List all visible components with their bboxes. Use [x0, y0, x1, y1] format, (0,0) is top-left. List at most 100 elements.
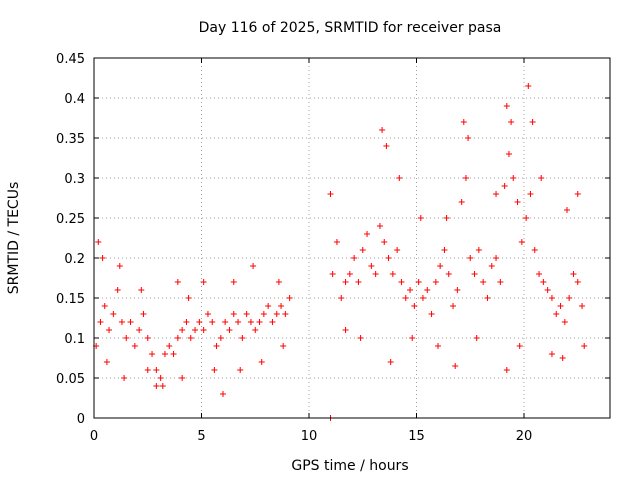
data-point: [153, 367, 160, 373]
data-point: [566, 295, 573, 301]
data-point: [503, 367, 510, 373]
data-point: [548, 351, 555, 357]
data-point: [538, 175, 545, 181]
data-point: [570, 271, 577, 277]
y-tick-label: 0: [77, 412, 85, 427]
data-point: [574, 279, 581, 285]
data-point: [286, 295, 293, 301]
data-point: [450, 303, 457, 309]
x-tick-label: 20: [516, 429, 533, 444]
data-point: [110, 311, 117, 317]
data-point: [544, 287, 551, 293]
data-point: [424, 287, 431, 293]
data-point: [505, 151, 512, 157]
data-point: [220, 391, 226, 397]
chart-title: Day 116 of 2025, SRMTID for receiver pas…: [199, 20, 502, 36]
y-tick-label: 0.4: [64, 92, 85, 107]
data-point: [230, 311, 237, 317]
data-point: [364, 231, 371, 237]
data-point: [493, 191, 500, 197]
y-tick-label: 0.3: [64, 172, 85, 187]
x-axis-label: GPS time / hours: [291, 458, 408, 474]
data-point: [161, 351, 168, 357]
data-point: [149, 351, 156, 357]
data-point: [503, 103, 510, 109]
data-point: [217, 335, 224, 341]
data-point: [514, 199, 521, 205]
y-tick-label: 0.25: [56, 212, 85, 227]
data-point: [174, 335, 181, 341]
data-point: [226, 327, 233, 333]
data-point: [458, 199, 465, 205]
data-point: [200, 327, 207, 333]
data-point: [256, 319, 263, 325]
data-point: [136, 327, 143, 333]
data-point: [239, 335, 246, 341]
data-point: [95, 239, 102, 245]
data-point: [581, 343, 588, 349]
data-point: [116, 263, 123, 269]
data-point: [346, 271, 353, 277]
data-point: [415, 279, 422, 285]
data-point: [454, 287, 461, 293]
data-point: [559, 355, 566, 361]
y-tick-label: 0.45: [56, 52, 85, 67]
data-point: [327, 191, 334, 197]
data-points: [93, 83, 588, 421]
data-point: [235, 319, 242, 325]
data-point: [333, 239, 340, 245]
data-point: [114, 287, 121, 293]
data-point: [510, 175, 517, 181]
y-tick-label: 0.2: [64, 252, 85, 267]
data-point: [355, 279, 362, 285]
data-point: [493, 255, 500, 261]
data-point: [398, 279, 405, 285]
data-point: [269, 319, 276, 325]
data-point: [230, 279, 237, 285]
data-point: [170, 351, 177, 357]
data-point: [280, 343, 287, 349]
data-point: [106, 327, 113, 333]
data-point: [473, 335, 480, 341]
data-point: [497, 279, 504, 285]
data-point: [501, 183, 508, 189]
data-point: [389, 271, 396, 277]
data-point: [516, 343, 523, 349]
plot-frame: [93, 57, 611, 419]
data-point: [557, 303, 564, 309]
data-point: [121, 375, 128, 381]
data-point: [351, 255, 358, 261]
x-tick-label: 10: [301, 429, 318, 444]
data-point: [131, 343, 138, 349]
data-point: [561, 319, 568, 325]
data-point: [441, 247, 448, 253]
data-point: [419, 295, 426, 301]
data-point: [409, 335, 416, 341]
data-point: [540, 279, 547, 285]
data-point: [342, 279, 349, 285]
data-point: [338, 295, 345, 301]
gridlines: [94, 58, 610, 418]
data-point: [462, 175, 469, 181]
data-point: [209, 319, 216, 325]
data-point: [376, 223, 383, 229]
data-point: [488, 263, 495, 269]
data-point: [523, 215, 530, 221]
data-point: [101, 303, 108, 309]
data-point: [407, 287, 414, 293]
data-point: [174, 279, 181, 285]
x-tick-label: 0: [90, 429, 98, 444]
data-point: [138, 287, 145, 293]
data-point: [183, 319, 190, 325]
data-point: [278, 303, 285, 309]
data-point: [372, 271, 379, 277]
data-point: [465, 135, 472, 141]
data-point: [460, 119, 467, 125]
data-point: [159, 383, 166, 389]
data-point: [166, 343, 173, 349]
data-point: [144, 367, 151, 373]
data-point: [153, 383, 160, 389]
data-point: [213, 343, 220, 349]
data-point: [250, 263, 257, 269]
